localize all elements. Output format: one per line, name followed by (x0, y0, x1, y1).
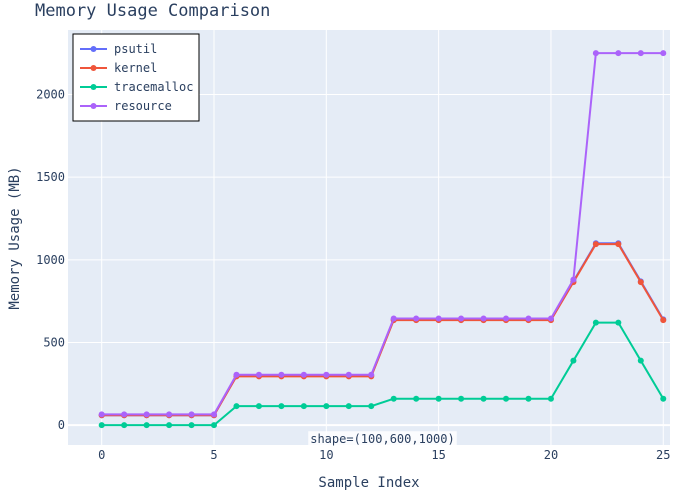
data-point-tracemalloc (233, 403, 240, 410)
data-point-tracemalloc (368, 403, 375, 410)
data-point-resource (413, 315, 420, 322)
legend-item-tracemalloc[interactable]: tracemalloc (80, 80, 193, 94)
data-point-resource (525, 315, 532, 322)
data-point-resource (300, 371, 307, 378)
data-point-tracemalloc (503, 395, 510, 402)
legend-label: tracemalloc (114, 80, 193, 94)
x-tick-label: 5 (210, 448, 217, 462)
legend-label: resource (114, 99, 172, 113)
data-point-resource (143, 411, 150, 418)
data-point-resource (592, 50, 599, 57)
data-point-resource (278, 371, 285, 378)
data-point-tracemalloc (390, 395, 397, 402)
series-line-tracemalloc (101, 321, 665, 427)
data-point-tracemalloc (480, 395, 487, 402)
data-point-tracemalloc (413, 395, 420, 402)
data-point-resource (121, 411, 128, 418)
data-point-resource (323, 371, 330, 378)
data-point-resource (615, 50, 622, 57)
y-tick-label: 1500 (36, 170, 65, 184)
y-axis-label: Memory Usage (MB) (7, 166, 23, 309)
legend-item-psutil[interactable]: psutil (80, 42, 157, 56)
data-point-resource (503, 315, 510, 322)
y-tick-label: 0 (58, 418, 65, 432)
y-tick-label: 500 (43, 335, 65, 349)
grid-layer (68, 30, 670, 445)
x-tick-label: 0 (98, 448, 105, 462)
data-point-tracemalloc (660, 395, 667, 402)
data-point-resource (345, 371, 352, 378)
data-point-tracemalloc (278, 403, 285, 410)
data-point-resource (98, 411, 105, 418)
data-point-kernel (660, 317, 667, 324)
data-point-tracemalloc (458, 395, 465, 402)
data-point-resource (480, 315, 487, 322)
legend-items: psutil kernel tracemalloc resource (80, 42, 193, 113)
data-point-kernel (592, 241, 599, 248)
data-point-tracemalloc (300, 403, 307, 410)
data-point-tracemalloc (211, 422, 218, 429)
data-point-resource (390, 315, 397, 322)
y-tick-label: 2000 (36, 87, 65, 101)
data-point-tracemalloc (345, 403, 352, 410)
legend[interactable]: psutil kernel tracemalloc resource (72, 33, 200, 122)
data-point-resource (547, 315, 554, 322)
legend-swatch-marker (90, 84, 97, 90)
data-point-tracemalloc (592, 319, 599, 326)
series-layer (98, 50, 667, 429)
data-point-resource (435, 315, 442, 322)
x-axis-label: Sample Index (318, 475, 419, 491)
x-tick-label: 10 (319, 448, 333, 462)
legend-item-kernel[interactable]: kernel (80, 61, 157, 75)
data-point-kernel (615, 241, 622, 248)
data-point-tracemalloc (143, 422, 150, 429)
data-point-tracemalloc (615, 319, 622, 326)
legend-swatch-marker (90, 46, 97, 52)
data-point-resource (368, 371, 375, 378)
data-point-tracemalloc (255, 403, 262, 410)
data-point-tracemalloc (98, 422, 105, 429)
legend-label: psutil (114, 42, 157, 56)
series-line-resource (101, 52, 664, 416)
data-point-resource (188, 411, 195, 418)
data-point-tracemalloc (166, 422, 173, 429)
x-tick-label: 20 (544, 448, 558, 462)
data-point-resource (233, 371, 240, 378)
series-resource (98, 50, 667, 418)
data-point-resource (660, 50, 667, 57)
data-point-tracemalloc (323, 403, 330, 410)
legend-swatch-marker (90, 65, 97, 71)
legend-item-resource[interactable]: resource (80, 99, 172, 113)
annotation-layer: shape=(100,600,1000) (308, 431, 457, 448)
data-point-tracemalloc (525, 395, 532, 402)
ticks-layer: 0 5 10 15 20 25 0 500 1000 1500 2000 (36, 87, 670, 462)
data-point-tracemalloc (547, 395, 554, 402)
x-tick-label: 15 (431, 448, 445, 462)
data-point-kernel (637, 279, 644, 286)
data-point-tracemalloc (188, 422, 195, 429)
data-point-tracemalloc (435, 395, 442, 402)
data-point-resource (570, 276, 577, 283)
data-point-tracemalloc (570, 357, 577, 364)
annotation-background (308, 431, 457, 448)
data-point-resource (166, 411, 173, 418)
data-point-resource (458, 315, 465, 322)
data-point-resource (637, 50, 644, 57)
legend-label: kernel (114, 61, 157, 75)
x-tick-label: 25 (656, 448, 670, 462)
series-tracemalloc (98, 319, 667, 429)
data-point-tracemalloc (121, 422, 128, 429)
legend-swatch-marker (90, 103, 97, 109)
data-point-tracemalloc (637, 357, 644, 364)
chart-title: Memory Usage Comparison (35, 1, 270, 21)
annotation: shape=(100,600,1000) (308, 431, 457, 448)
y-tick-label: 1000 (36, 253, 65, 267)
data-point-resource (211, 411, 218, 418)
annotation-text: shape=(100,600,1000) (310, 432, 455, 446)
data-point-resource (255, 371, 262, 378)
